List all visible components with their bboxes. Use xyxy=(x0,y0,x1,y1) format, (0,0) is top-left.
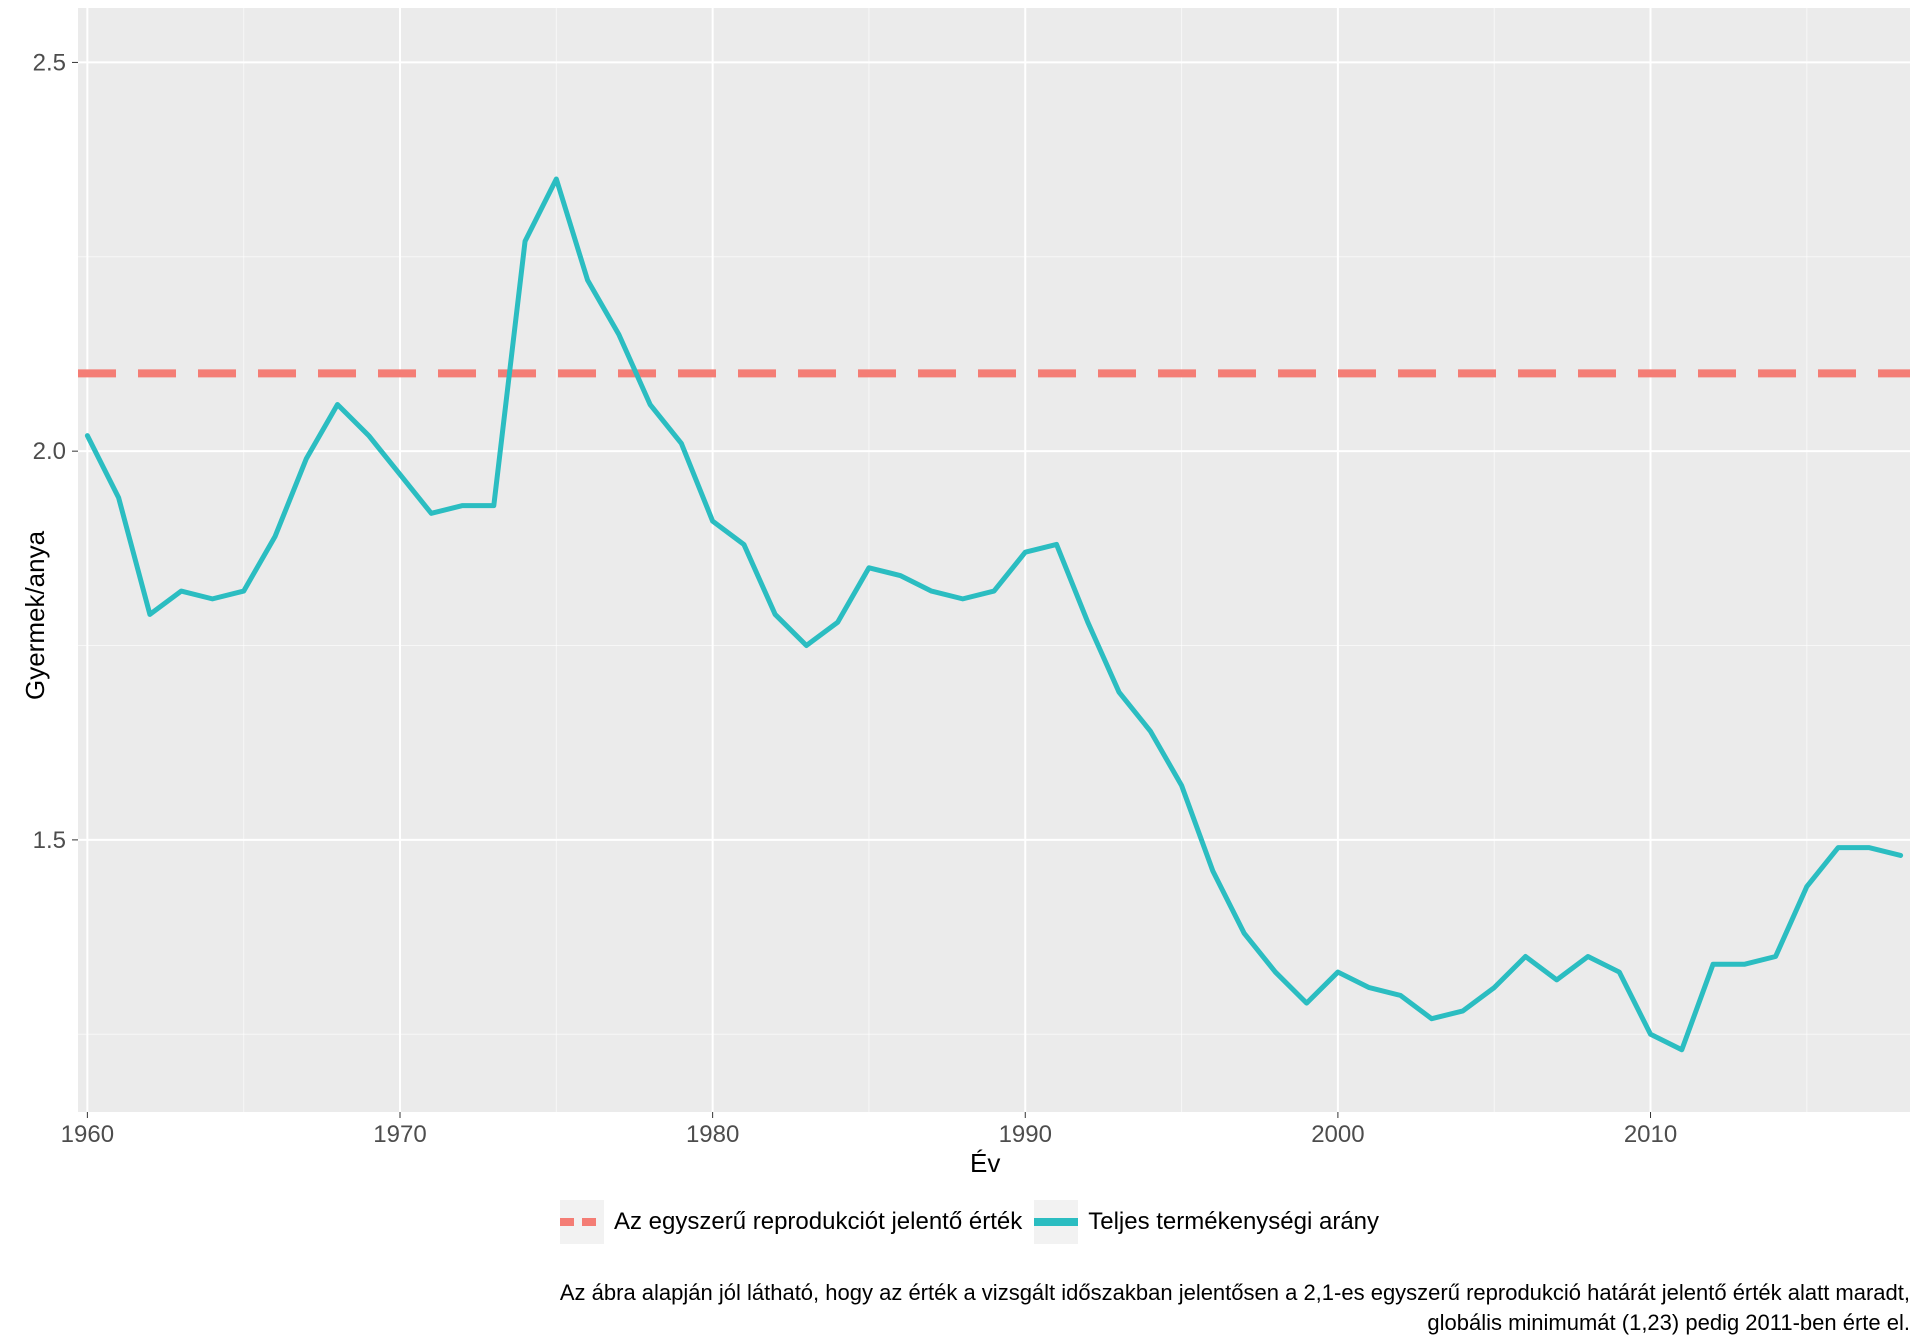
caption-line-2: globális minimumát (1,23) pedig 2011-ben… xyxy=(1427,1310,1910,1335)
chart-caption: Az ábra alapján jól látható, hogy az ért… xyxy=(560,1278,1910,1337)
chart-container: 1960 1970 1980 1990 2000 2010 1.5 2.0 2.5 Gyerme… xyxy=(0,0,1920,1344)
svg-text:2010: 2010 xyxy=(1624,1121,1677,1148)
svg-text:1970: 1970 xyxy=(373,1121,426,1148)
x-axis-label: Év xyxy=(970,1148,1000,1179)
legend-item-fertility: Teljes termékenységi arány xyxy=(1034,1200,1379,1244)
legend-label-replacement: Az egyszerű reprodukciót jelentő érték xyxy=(614,1208,1022,1236)
y-axis-label: Gyermek/anya xyxy=(20,531,51,700)
svg-text:2.5: 2.5 xyxy=(33,49,66,76)
legend-key-fertility xyxy=(1034,1200,1078,1244)
svg-text:2.0: 2.0 xyxy=(33,438,66,465)
legend-label-fertility: Teljes termékenységi arány xyxy=(1088,1208,1379,1236)
svg-text:1960: 1960 xyxy=(61,1121,114,1148)
chart-svg: 1960 1970 1980 1990 2000 2010 1.5 2.0 2.5 xyxy=(0,0,1920,1344)
caption-line-1: Az ábra alapján jól látható, hogy az ért… xyxy=(560,1280,1910,1305)
legend: Az egyszerű reprodukciót jelentő érték T… xyxy=(560,1200,1379,1244)
svg-text:1980: 1980 xyxy=(686,1121,739,1148)
svg-text:2000: 2000 xyxy=(1311,1121,1364,1148)
legend-key-replacement xyxy=(560,1200,604,1244)
legend-item-replacement: Az egyszerű reprodukciót jelentő érték xyxy=(560,1200,1022,1244)
svg-text:1.5: 1.5 xyxy=(33,827,66,854)
svg-text:1990: 1990 xyxy=(999,1121,1052,1148)
